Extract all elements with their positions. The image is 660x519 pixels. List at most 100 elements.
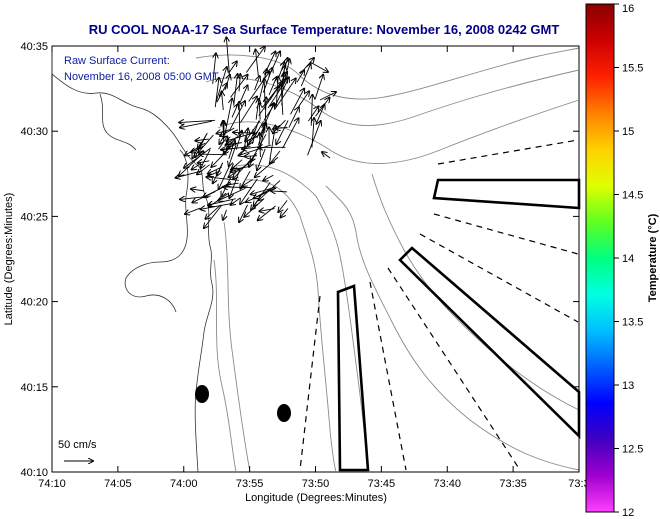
surface-current-vectors [176,37,336,228]
current-vector [256,50,259,77]
colorbar [585,3,615,513]
current-vector [205,204,221,219]
colorbar-tick-label: 15 [622,126,634,138]
current-vector [265,97,266,134]
y-axis-label: Latitude (Degrees:Minutes) [3,193,15,326]
y-tick-label: 40:20 [20,297,48,309]
plot-frame [51,45,580,473]
current-vector [224,99,232,136]
current-vector [251,134,267,161]
current-vector [297,91,309,108]
x-axis-label: Longitude (Degrees:Minutes) [245,492,387,504]
current-vector [180,195,211,199]
current-vector [219,130,227,144]
y-tick-label: 40:25 [20,211,48,223]
current-vector [223,187,252,188]
x-tick-label: 73:3 [568,478,589,490]
colorbar-tick-label: 13 [622,380,634,392]
current-vector [307,106,318,122]
colorbar-tick-label: 16 [622,3,634,15]
y-tick-label: 40:30 [20,126,48,138]
current-vector [259,180,281,200]
x-tick-label: 74:00 [170,478,198,490]
y-tick-label: 40:15 [20,382,48,394]
x-axis-ticks: 74:10 74:05 74:00 73:55 73:50 73:45 73:40 73:35… [38,46,590,490]
current-vector [233,132,257,133]
colorbar-tick-label: 12.5 [622,444,643,456]
current-vector [231,197,241,205]
overlay-line-1: Raw Surface Current: [64,55,170,67]
current-vector [259,103,260,120]
dashed-lines [299,139,579,471]
current-vector [240,96,257,123]
x-tick-label: 74:05 [104,478,132,490]
current-vector [226,132,254,141]
current-vector [270,150,281,164]
current-vector [226,37,230,75]
y-axis-ticks: 40:35 40:30 40:25 40:20 40:15 40:10 [20,41,579,479]
current-vector [251,198,260,210]
current-vector [191,189,204,191]
x-tick-label: 73:55 [236,478,264,490]
current-vector [227,144,237,148]
current-vector [262,68,272,93]
colorbar-tick-label: 14 [622,253,634,265]
current-vector [322,152,331,159]
current-vector [195,134,207,158]
current-vector [204,205,222,228]
current-vector [264,79,265,110]
x-tick-label: 73:45 [368,478,396,490]
chart-title: RU COOL NOAA-17 Sea Surface Temperature:… [89,22,560,37]
current-vector [276,127,288,128]
current-vector [238,144,271,155]
current-vector [315,105,325,126]
current-vector [307,121,321,156]
current-vector [228,61,237,74]
current-vector [231,166,250,169]
current-vector [197,164,210,175]
current-vector [276,120,289,144]
current-vector [282,118,299,149]
x-tick-label: 73:40 [433,478,461,490]
current-vector [201,202,235,209]
current-vector [257,69,266,105]
colorbar-tick-label: 12 [622,507,634,519]
colorbar-tick-label: 13.5 [622,317,643,329]
current-vector [231,104,238,118]
current-vector [300,64,310,87]
current-vector [180,120,213,127]
current-vector [281,208,289,218]
overlay-line-2: November 16, 2008 05:00 GMT [64,71,219,83]
current-vector [299,58,314,75]
current-vector [217,163,223,175]
current-vector [245,47,265,73]
current-vector [240,178,258,204]
current-vector [263,174,274,180]
current-vector [219,165,230,189]
current-vector [242,147,261,149]
current-vector [229,145,237,167]
current-vector [245,120,261,141]
current-vector [259,124,265,149]
current-vector [254,76,260,91]
x-tick-label: 73:50 [302,478,330,490]
current-vector [239,102,240,140]
current-vector [235,131,242,150]
marker-east [277,404,291,422]
current-vector [230,75,247,98]
current-vector [216,83,227,103]
scale-label: 50 cm/s [58,439,97,451]
current-vector [257,148,266,170]
current-vector [208,198,236,205]
y-tick-label: 40:10 [20,467,48,479]
colorbar-ticks: 16 15.5 15 14.5 14 13.5 13 12.5 12 [614,3,643,519]
current-vector [278,200,288,212]
current-vector [290,89,305,115]
colorbar-tick-label: 14.5 [622,190,643,202]
zone-northeast [432,178,581,210]
current-vector [311,95,312,126]
current-vector [220,127,235,136]
zone-east [398,246,581,440]
current-vector [176,170,203,178]
